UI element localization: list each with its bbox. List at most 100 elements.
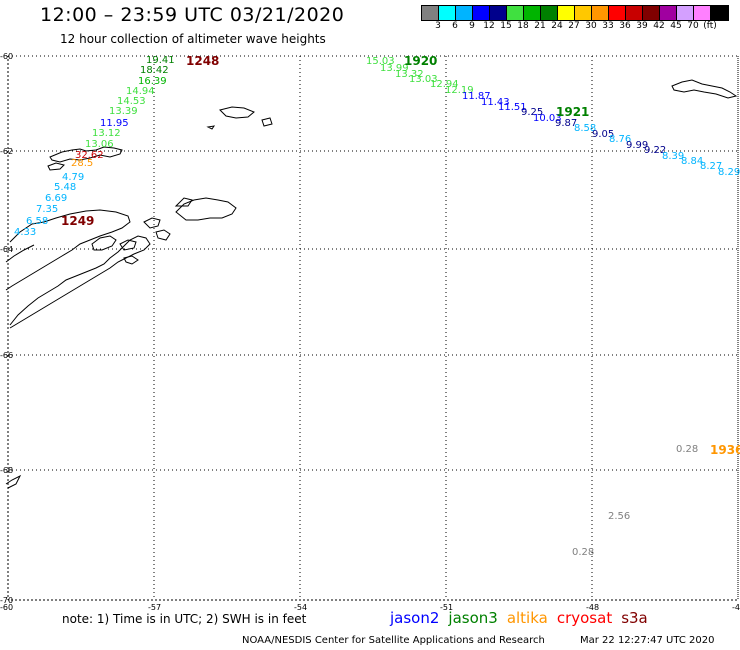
coastline-island [174, 197, 193, 207]
coastline-island [155, 229, 171, 241]
swh-value-label: 6.69 [45, 193, 67, 204]
coastline-elephant-island [219, 106, 255, 119]
swh-value-label: 9.99 [626, 140, 648, 151]
swh-value-label: 5.48 [54, 182, 76, 193]
colorbar-label: 33 [602, 21, 614, 31]
swh-value-label: 8.84 [681, 156, 703, 167]
colorbar-labels: 3 6 9 12 15 18 21 24 27 30 33 36 39 42 45 70 (ft) [421, 21, 740, 33]
colorbar-swatch [524, 6, 541, 20]
swh-value-label: 4.33 [14, 227, 36, 238]
colorbar-swatch [643, 6, 660, 20]
swh-value-label: 8.76 [609, 134, 631, 145]
swh-value-label: 11.43 [481, 97, 510, 108]
pass-time-labels: 1248 1249 1920 1921 1936 [61, 54, 740, 457]
pass-time-label: 1920 [404, 54, 437, 68]
colorbar-swatch [592, 6, 609, 20]
coastline-peninsula-east [9, 235, 151, 329]
latitude-label: -66 [0, 351, 13, 360]
swh-value-label: 4.79 [62, 172, 84, 183]
longitude-label: -51 [440, 603, 453, 612]
latitude-label: -64 [0, 245, 13, 254]
note-text: note: 1) Time is in UTC; 2) SWH is in fe… [62, 612, 307, 626]
satellite-legend: jason2 jason3 altika cryosat s3a [390, 609, 657, 627]
longitude-label: -48 [586, 603, 599, 612]
pass-time-label: 1249 [61, 214, 94, 228]
swh-value-label: 13.06 [85, 139, 114, 150]
wave-height-colorbar [421, 5, 729, 21]
coastline-island [91, 235, 117, 251]
colorbar-swatch [456, 6, 473, 20]
colorbar-swatch [660, 6, 677, 20]
credit-date: Mar 22 12:27:47 UTC 2020 [580, 635, 715, 646]
swh-value-label: 11.51 [498, 102, 527, 113]
colorbar-label: 18 [517, 21, 529, 31]
coastline-island [206, 125, 216, 130]
legend-item-jason2: jason2 [390, 609, 440, 627]
swh-value-label: 13.03 [409, 74, 438, 85]
pass-time-label: 1936 [710, 443, 740, 457]
swh-value-label: 11.87 [462, 91, 491, 102]
colorbar-swatch [711, 6, 728, 20]
swh-value-label: 19.41 [146, 55, 175, 66]
longitude-label: -45 [732, 603, 740, 612]
swh-value-label: 14.94 [126, 86, 155, 97]
swh-value-label: 12.94 [430, 79, 459, 90]
colorbar-label: 12 [483, 21, 495, 31]
coastline-island [261, 117, 273, 127]
coastline-island [143, 217, 161, 229]
coastline-island [47, 162, 65, 171]
legend-item-s3a: s3a [621, 609, 648, 627]
latitude-label: -70 [0, 596, 13, 605]
longitude-label: -60 [0, 603, 13, 612]
coastline-south-orkney [671, 79, 738, 99]
colorbar-label: 3 [435, 21, 441, 31]
colorbar-swatch [541, 6, 558, 20]
swh-value-label: 10.03 [533, 113, 562, 124]
colorbar-swatch [575, 6, 592, 20]
swh-value-label: 9.05 [592, 129, 614, 140]
colorbar-swatch [677, 6, 694, 20]
coastline-lower-left [5, 474, 22, 489]
swh-value-label: 8.29 [718, 167, 740, 178]
colorbar-label: (ft) [703, 21, 717, 31]
colorbar-label: 42 [653, 21, 665, 31]
colorbar-label: 36 [619, 21, 631, 31]
pass-time-label: 1921 [556, 105, 589, 119]
legend-item-cryosat: cryosat [556, 609, 613, 627]
swh-value-label: 7.35 [36, 204, 58, 215]
credit-text: NOAA/NESDIS Center for Satellite Applica… [242, 635, 545, 646]
colorbar-label: 21 [534, 21, 546, 31]
legend-item-altika: altika [506, 609, 548, 627]
lat-lon-grid [7, 55, 739, 601]
swh-value-label: 9.22 [644, 145, 666, 156]
swh-value-label: 14.53 [117, 96, 146, 107]
latitude-label: -60 [0, 52, 13, 61]
colorbar-swatch [422, 6, 439, 20]
swh-value-label: 13.99 [380, 63, 409, 74]
swh-value-label: 9.87 [555, 118, 577, 129]
axis-labels: -60 -62 -64 -66 -68 -70 -57 -54 -51 -48 -45 -60 [0, 52, 740, 612]
coastline-south-shetland [49, 146, 123, 163]
coastline-joinville [175, 197, 237, 221]
swh-value-label: 8.39 [662, 151, 684, 162]
colorbar-label: 39 [636, 21, 648, 31]
swh-value-label: 13.32 [395, 69, 424, 80]
swh-value-label: 9.25 [521, 107, 543, 118]
swh-value-label: 13.12 [92, 128, 121, 139]
swh-value-label: 13.39 [109, 106, 138, 117]
swh-value-label: 0.28 [676, 444, 698, 455]
coastline-island [119, 239, 137, 251]
map-frame [7, 55, 739, 601]
colorbar-swatch [694, 6, 711, 20]
swh-value-label: 16.39 [138, 76, 167, 87]
swh-value-label: 15.03 [366, 56, 395, 67]
coastline-peninsula [5, 209, 131, 291]
swh-value-label: 8.58 [574, 123, 596, 134]
colorbar-swatch [490, 6, 507, 20]
longitude-label: -57 [148, 603, 161, 612]
latitude-label: -62 [0, 147, 13, 156]
pass-time-label: 1248 [186, 54, 219, 68]
colorbar-swatch [507, 6, 524, 20]
swh-value-label: 6.58 [26, 216, 48, 227]
